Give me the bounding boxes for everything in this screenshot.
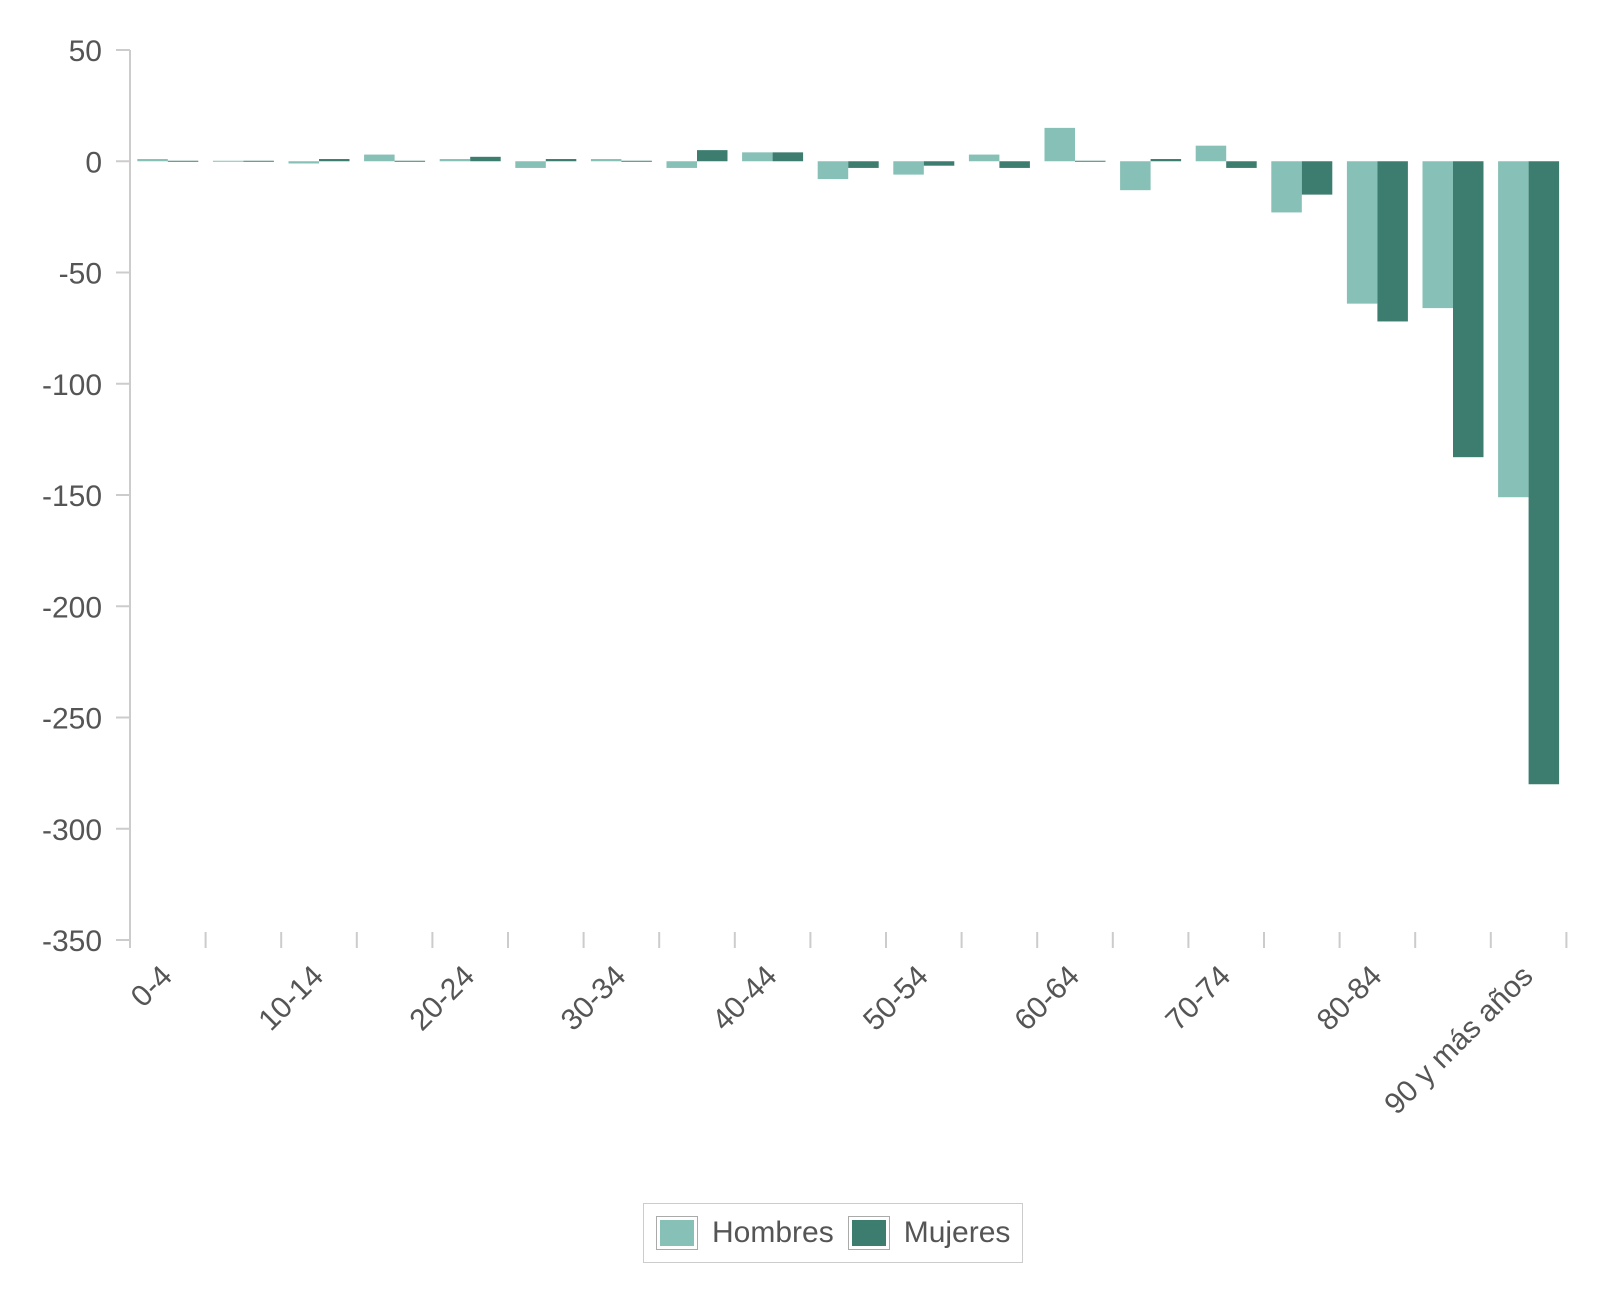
- bar-mujeres-75-79[interactable]: [1301, 161, 1333, 195]
- x-tick-label: 50-54: [857, 960, 935, 1038]
- bar-mujeres-80-84[interactable]: [1377, 161, 1408, 322]
- bar-hombres-55-59[interactable]: [968, 154, 1000, 162]
- bar-hombres-30-34[interactable]: [590, 159, 622, 162]
- legend-label-hombres: Hombres: [712, 1216, 834, 1249]
- bars: [137, 127, 1560, 785]
- bar-mujeres-5-9[interactable]: [243, 160, 274, 162]
- legend-item-mujeres[interactable]: Mujeres: [847, 1216, 1011, 1250]
- bar-hombres-15-19[interactable]: [364, 154, 395, 162]
- bar-hombres-20-24[interactable]: [439, 159, 471, 162]
- bar-hombres-25-29[interactable]: [515, 161, 546, 168]
- y-tick-label: -150: [42, 480, 102, 513]
- legend-item-hombres[interactable]: Hombres: [656, 1216, 834, 1250]
- x-tick-label: 10-14: [252, 960, 330, 1038]
- y-tick-label: -50: [59, 258, 102, 291]
- legend-swatch-hombres: [656, 1216, 698, 1250]
- bar-mujeres-35-39[interactable]: [697, 150, 728, 162]
- bar-mujeres-50-54[interactable]: [923, 161, 955, 166]
- bar-hombres-40-44[interactable]: [742, 152, 773, 162]
- bar-hombres-5-9[interactable]: [212, 160, 244, 162]
- bar-mujeres-20-24[interactable]: [470, 156, 501, 162]
- y-tick-label: -100: [42, 369, 102, 402]
- y-tick-label: 50: [69, 35, 102, 68]
- bar-hombres-60-64[interactable]: [1044, 127, 1076, 162]
- bar-hombres-65-69[interactable]: [1120, 161, 1151, 191]
- bar-mujeres-30-34[interactable]: [621, 160, 652, 162]
- x-tick-label: 90 y más años: [1378, 960, 1539, 1121]
- bar-hombres-90-y-más-años[interactable]: [1498, 161, 1529, 498]
- bar-mujeres-90-y-más-años[interactable]: [1528, 161, 1560, 785]
- bar-hombres-70-74[interactable]: [1195, 145, 1227, 162]
- y-tick-label: -350: [42, 925, 102, 958]
- legend-swatch-mujeres: [847, 1216, 890, 1250]
- y-tick-label: -250: [42, 703, 102, 736]
- x-tick-label: 40-44: [706, 960, 784, 1038]
- bar-mujeres-10-14[interactable]: [319, 159, 350, 162]
- y-tick-label: -200: [42, 591, 102, 624]
- bar-mujeres-70-74[interactable]: [1226, 161, 1257, 168]
- bar-hombres-0-4[interactable]: [137, 159, 168, 162]
- legend: Hombres Mujeres: [643, 1203, 1024, 1263]
- bar-hombres-45-49[interactable]: [817, 161, 849, 180]
- x-tick-label: 0-4: [125, 960, 179, 1014]
- bar-mujeres-85-89[interactable]: [1453, 161, 1484, 458]
- bar-mujeres-65-69[interactable]: [1150, 159, 1182, 162]
- x-axis: 0-4 10-14 20-24 30-34 40-44 50-54 60-64 70-74 80…: [125, 932, 1568, 1121]
- bar-hombres-50-54[interactable]: [893, 161, 924, 175]
- bar-mujeres-40-44[interactable]: [772, 152, 804, 162]
- legend-label-mujeres: Mujeres: [903, 1216, 1011, 1249]
- bar-mujeres-60-64[interactable]: [1075, 160, 1106, 162]
- x-tick-label: 70-74: [1160, 960, 1238, 1038]
- x-tick-label: 80-84: [1311, 960, 1389, 1038]
- bar-hombres-80-84[interactable]: [1346, 161, 1378, 304]
- y-tick-label: 0: [85, 146, 102, 179]
- bar-hombres-10-14[interactable]: [288, 161, 320, 164]
- bar-mujeres-45-49[interactable]: [848, 161, 879, 168]
- bar-mujeres-55-59[interactable]: [999, 161, 1030, 168]
- bar-hombres-85-89[interactable]: [1422, 161, 1454, 309]
- bar-hombres-75-79[interactable]: [1271, 161, 1302, 213]
- bar-mujeres-25-29[interactable]: [545, 159, 577, 162]
- bar-mujeres-15-19[interactable]: [394, 160, 426, 162]
- bar-hombres-35-39[interactable]: [666, 161, 698, 168]
- bar-mujeres-0-4[interactable]: [167, 160, 199, 162]
- y-tick-label: -300: [42, 814, 102, 847]
- y-axis: 50 0 -50 -100 -150 -200 -250 -300 -350: [42, 35, 131, 958]
- x-tick-label: 60-64: [1008, 960, 1086, 1038]
- x-tick-label: 20-24: [404, 960, 482, 1038]
- x-tick-label: 30-34: [555, 960, 633, 1038]
